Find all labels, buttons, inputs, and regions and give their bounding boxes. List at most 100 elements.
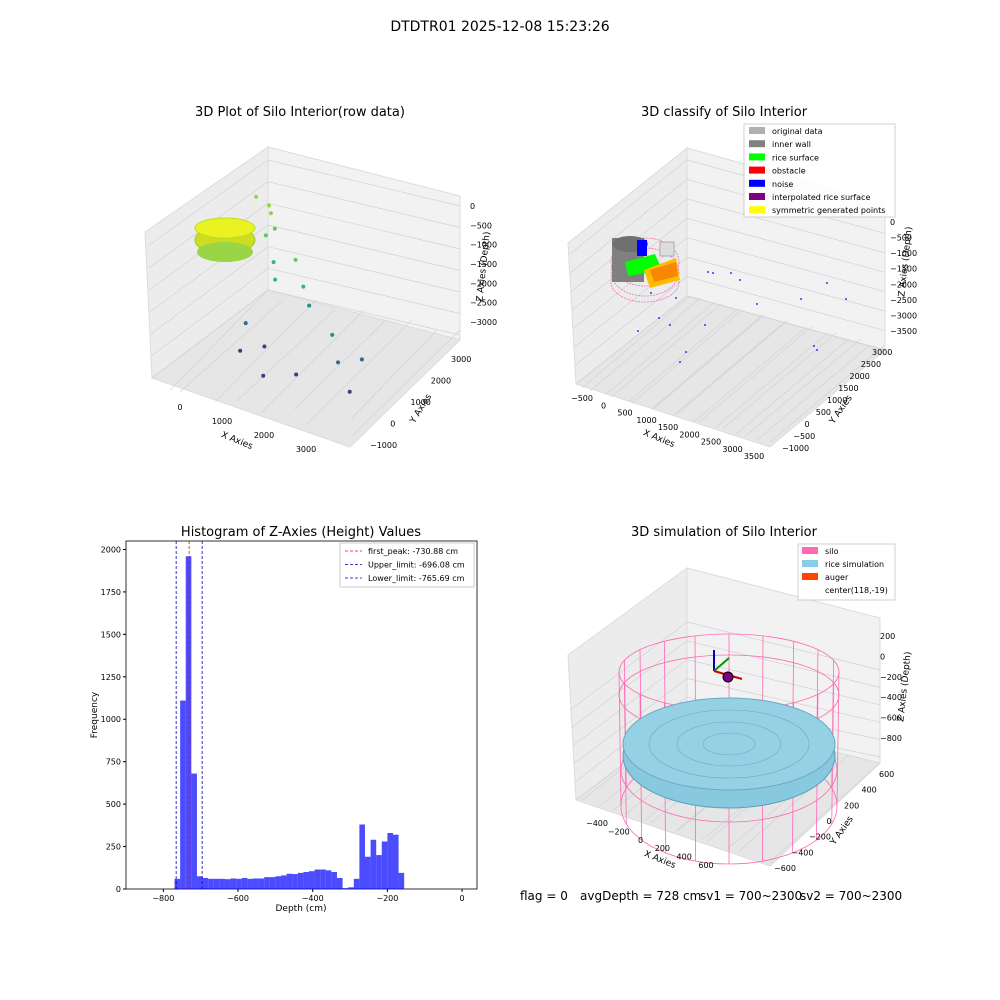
legend-label: inner wall bbox=[772, 140, 811, 149]
histogram-ytick: 2000 bbox=[101, 545, 121, 554]
figure-suptitle: DTDTR01 2025-12-08 15:23:26 bbox=[390, 19, 609, 35]
histogram-bar bbox=[264, 877, 270, 889]
simulation-xtick: −200 bbox=[608, 827, 630, 836]
histogram-bar bbox=[213, 878, 220, 889]
panel-raw-3d: 3D Plot of Silo Interior(row data) 0 1000… bbox=[144, 105, 497, 454]
raw-xtick: 0 bbox=[177, 403, 182, 412]
histogram-bar bbox=[180, 700, 186, 889]
legend-label: symmetric generated points bbox=[772, 206, 885, 215]
raw-yticks: −1000 0 1000 2000 3000 bbox=[370, 355, 471, 450]
histogram-title: Histogram of Z-Axies (Height) Values bbox=[181, 525, 421, 540]
histogram-xticks: −800 −600 −400 −200 0 bbox=[152, 889, 465, 903]
raw-ytick: 3000 bbox=[451, 355, 471, 364]
raw-points bbox=[238, 194, 364, 394]
classify-xtick: 3000 bbox=[722, 445, 742, 454]
classify-ytick: 500 bbox=[816, 408, 831, 417]
panel-raw-panes bbox=[144, 146, 461, 448]
simulation-ztick: −600 bbox=[880, 714, 902, 723]
legend-swatch bbox=[802, 560, 818, 567]
histogram-bar bbox=[219, 878, 225, 889]
classify-legend: original data inner wall rice surface obsta… bbox=[743, 123, 896, 218]
raw-point bbox=[267, 203, 272, 208]
raw-ytick: 2000 bbox=[431, 377, 451, 386]
legend-swatch bbox=[749, 179, 765, 187]
histogram-bar bbox=[191, 773, 197, 889]
histogram-bar bbox=[230, 878, 237, 889]
simulation-ztick: −800 bbox=[880, 734, 902, 743]
histogram-bar bbox=[348, 887, 354, 889]
footer-avg-depth: avgDepth = 728 cm bbox=[580, 889, 701, 903]
histogram-xtick: −200 bbox=[376, 894, 398, 903]
histogram-bar bbox=[331, 872, 337, 889]
simulation-ytick: 400 bbox=[862, 786, 877, 795]
raw-point bbox=[254, 194, 259, 199]
histogram-bar bbox=[292, 874, 298, 889]
histogram-bar bbox=[241, 877, 248, 889]
histogram-legend-label: first_peak: -730.88 cm bbox=[368, 547, 458, 556]
classify-ytick: 1500 bbox=[838, 384, 858, 393]
legend-swatch bbox=[749, 140, 765, 148]
classify-xtick: 0 bbox=[601, 401, 606, 410]
raw-point bbox=[271, 260, 276, 265]
simulation-xtick: 400 bbox=[677, 853, 692, 862]
histogram-ytick: 1750 bbox=[101, 588, 121, 597]
histogram-ylabel: Frequency bbox=[90, 691, 100, 738]
classify-xtick: 500 bbox=[617, 409, 632, 418]
histogram-bar bbox=[247, 878, 253, 889]
histogram-bar bbox=[314, 869, 321, 889]
histogram-ytick: 1000 bbox=[101, 715, 121, 724]
raw-point bbox=[330, 332, 335, 337]
histogram-bar bbox=[336, 877, 343, 889]
raw-ytick: 0 bbox=[390, 420, 395, 429]
raw-point bbox=[263, 233, 268, 238]
simulation-xtick: 600 bbox=[698, 861, 713, 870]
legend-swatch bbox=[749, 127, 765, 134]
classify-xtick: 2000 bbox=[679, 430, 699, 439]
simulation-xticks: −400−200 0 200 400 600 bbox=[586, 819, 714, 870]
legend-label: rice simulation bbox=[825, 560, 884, 569]
histogram-xtick: 0 bbox=[460, 894, 465, 903]
raw-point bbox=[273, 277, 278, 282]
classify-ztick: −500 bbox=[890, 234, 912, 243]
histogram-bar bbox=[224, 879, 231, 889]
histogram-bar bbox=[353, 878, 360, 889]
raw-xtick: 1000 bbox=[212, 417, 232, 426]
histogram-bar bbox=[387, 832, 393, 889]
histogram-ytick: 750 bbox=[106, 758, 121, 767]
histogram-bar bbox=[275, 876, 281, 889]
simulation-rice-surface bbox=[622, 697, 836, 809]
histogram-legend: first_peak: -730.88 cm Upper_limit: -696.… bbox=[339, 542, 475, 588]
raw-zticks: 0 −500 −1000 −1500 −2000 −2500 −3000 bbox=[470, 202, 497, 327]
raw-point bbox=[347, 389, 352, 394]
histogram-bar bbox=[308, 871, 315, 889]
legend-label: rice surface bbox=[772, 153, 819, 162]
histogram-bar bbox=[320, 869, 326, 889]
raw-point bbox=[359, 357, 364, 362]
legend-label: noise bbox=[772, 180, 793, 189]
classify-ytick: 2500 bbox=[861, 360, 881, 369]
histogram-bar bbox=[202, 877, 209, 889]
classify-xtick: 1000 bbox=[636, 416, 656, 425]
raw-point bbox=[238, 348, 243, 353]
raw-point bbox=[301, 284, 306, 289]
histogram-bar bbox=[398, 872, 405, 889]
histogram-plot-area bbox=[125, 540, 478, 890]
footer-sv2: sv2 = 700~2300 bbox=[800, 889, 902, 903]
simulation-ylabel: Y Axies bbox=[828, 814, 856, 847]
histogram-bar bbox=[342, 888, 349, 889]
footer-flag: flag = 0 bbox=[520, 889, 568, 903]
raw-ztick: −1500 bbox=[470, 260, 497, 269]
histogram-ytick: 1500 bbox=[101, 630, 121, 639]
legend-label: auger bbox=[825, 573, 849, 582]
histogram-bar bbox=[370, 839, 377, 889]
legend-swatch bbox=[749, 166, 765, 174]
histogram-xtick: −800 bbox=[152, 894, 174, 903]
histogram-bar bbox=[286, 873, 293, 889]
raw-point bbox=[262, 344, 267, 349]
histogram-xtick: −400 bbox=[302, 894, 324, 903]
histogram-bar bbox=[252, 878, 259, 889]
raw-xticks: 0 1000 2000 3000 bbox=[177, 403, 316, 454]
panel-raw-title: 3D Plot of Silo Interior(row data) bbox=[195, 105, 405, 120]
raw-point bbox=[272, 226, 277, 231]
